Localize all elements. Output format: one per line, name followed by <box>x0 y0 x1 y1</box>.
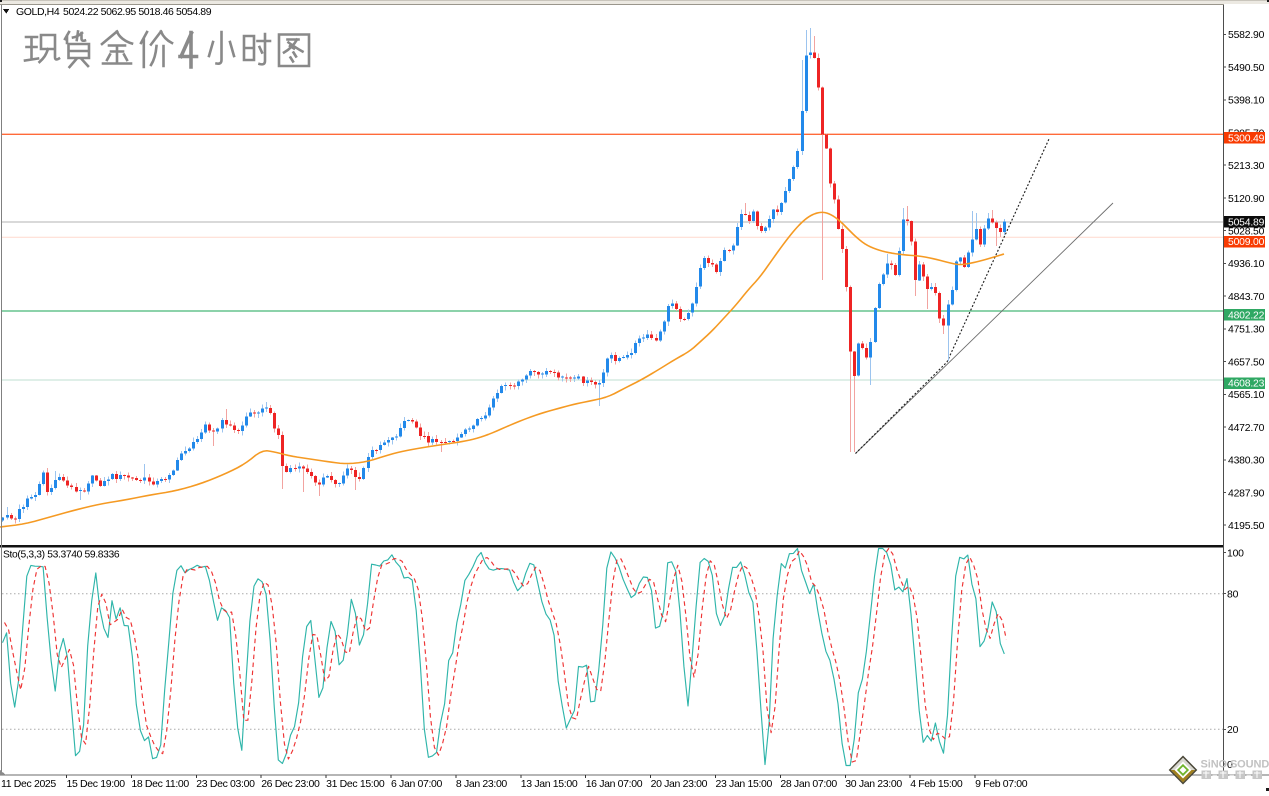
svg-text:5024.22 5062.95 5018.46 5054.8: 5024.22 5062.95 5018.46 5054.89 <box>63 6 212 18</box>
svg-text:100: 100 <box>1227 548 1244 559</box>
svg-text:GOLD,H4: GOLD,H4 <box>16 6 60 18</box>
svg-text:31 Dec 15:00: 31 Dec 15:00 <box>326 778 385 790</box>
svg-text:6 Jan 07:00: 6 Jan 07:00 <box>391 778 443 790</box>
svg-text:SiNO SOUND: SiNO SOUND <box>1201 759 1269 771</box>
svg-text:11 Dec 2025: 11 Dec 2025 <box>1 778 56 790</box>
svg-text:5490.50: 5490.50 <box>1228 63 1265 74</box>
svg-text:9 Feb 07:00: 9 Feb 07:00 <box>975 778 1028 790</box>
svg-text:23 Dec 03:00: 23 Dec 03:00 <box>196 778 255 790</box>
svg-text:13 Jan 15:00: 13 Jan 15:00 <box>521 778 578 790</box>
svg-text:5582.90: 5582.90 <box>1228 30 1265 41</box>
svg-text:4287.90: 4287.90 <box>1228 488 1265 499</box>
svg-text:20 Jan 23:00: 20 Jan 23:00 <box>651 778 708 790</box>
svg-text:4472.70: 4472.70 <box>1228 423 1265 434</box>
svg-text:30 Jan 23:00: 30 Jan 23:00 <box>845 778 902 790</box>
svg-text:4565.10: 4565.10 <box>1228 390 1265 401</box>
svg-text:18 Dec 11:00: 18 Dec 11:00 <box>131 778 189 790</box>
svg-text:Sto(5,3,3) 53.3740 59.8336: Sto(5,3,3) 53.3740 59.8336 <box>3 550 120 561</box>
svg-text:5398.10: 5398.10 <box>1228 96 1265 107</box>
svg-text:5054.89: 5054.89 <box>1228 217 1265 228</box>
svg-text:5120.90: 5120.90 <box>1228 194 1265 205</box>
svg-text:26 Dec 23:00: 26 Dec 23:00 <box>261 778 320 790</box>
svg-text:5009.00: 5009.00 <box>1228 237 1265 248</box>
svg-text:20: 20 <box>1227 725 1239 736</box>
svg-text:5300.49: 5300.49 <box>1228 133 1265 144</box>
svg-text:4802.22: 4802.22 <box>1228 310 1265 321</box>
svg-text:23 Jan 15:00: 23 Jan 15:00 <box>716 778 773 790</box>
svg-text:16 Jan 07:00: 16 Jan 07:00 <box>586 778 643 790</box>
svg-text:4 Feb 15:00: 4 Feb 15:00 <box>910 778 963 790</box>
svg-text:15 Dec 19:00: 15 Dec 19:00 <box>67 778 126 790</box>
svg-text:5213.30: 5213.30 <box>1228 161 1265 172</box>
svg-text:80: 80 <box>1227 590 1239 601</box>
svg-text:4380.30: 4380.30 <box>1228 456 1265 467</box>
svg-text:4608.23: 4608.23 <box>1228 379 1265 390</box>
svg-text:4843.70: 4843.70 <box>1228 292 1265 303</box>
svg-text:4936.10: 4936.10 <box>1228 259 1265 270</box>
svg-text:8 Jan 23:00: 8 Jan 23:00 <box>456 778 508 790</box>
svg-text:4657.50: 4657.50 <box>1228 357 1265 368</box>
svg-text:4195.50: 4195.50 <box>1228 521 1265 532</box>
svg-text:28 Jan 07:00: 28 Jan 07:00 <box>780 778 837 790</box>
svg-text:4751.30: 4751.30 <box>1228 325 1265 336</box>
